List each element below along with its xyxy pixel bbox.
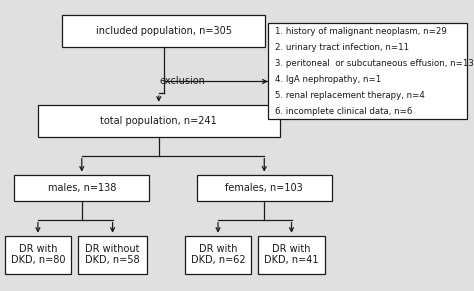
Text: 3. peritoneal  or subcutaneous effusion, n=13: 3. peritoneal or subcutaneous effusion, … (275, 59, 474, 68)
Text: DR with
DKD, n=62: DR with DKD, n=62 (191, 244, 246, 265)
Text: 6. incomplete clinical data, n=6: 6. incomplete clinical data, n=6 (275, 107, 412, 116)
Text: 4. IgA nephropathy, n=1: 4. IgA nephropathy, n=1 (275, 75, 381, 84)
Text: total population, n=241: total population, n=241 (100, 116, 217, 126)
FancyBboxPatch shape (5, 236, 71, 274)
Text: included population, n=305: included population, n=305 (96, 26, 231, 36)
Text: 2. urinary tract infection, n=11: 2. urinary tract infection, n=11 (275, 43, 409, 52)
Text: females, n=103: females, n=103 (225, 183, 303, 193)
FancyBboxPatch shape (62, 15, 265, 47)
FancyBboxPatch shape (268, 23, 467, 119)
FancyBboxPatch shape (258, 236, 325, 274)
Text: DR without
DKD, n=58: DR without DKD, n=58 (85, 244, 140, 265)
Text: 5. renal replacement therapy, n=4: 5. renal replacement therapy, n=4 (275, 91, 425, 100)
FancyBboxPatch shape (78, 236, 147, 274)
FancyBboxPatch shape (185, 236, 251, 274)
Text: DR with
DKD, n=41: DR with DKD, n=41 (264, 244, 319, 265)
Text: males, n=138: males, n=138 (47, 183, 116, 193)
Text: 1. history of malignant neoplasm, n=29: 1. history of malignant neoplasm, n=29 (275, 27, 447, 36)
FancyBboxPatch shape (14, 175, 149, 201)
FancyBboxPatch shape (38, 105, 280, 137)
Text: DR with
DKD, n=80: DR with DKD, n=80 (11, 244, 65, 265)
FancyBboxPatch shape (197, 175, 332, 201)
Text: exclusion: exclusion (160, 77, 205, 86)
